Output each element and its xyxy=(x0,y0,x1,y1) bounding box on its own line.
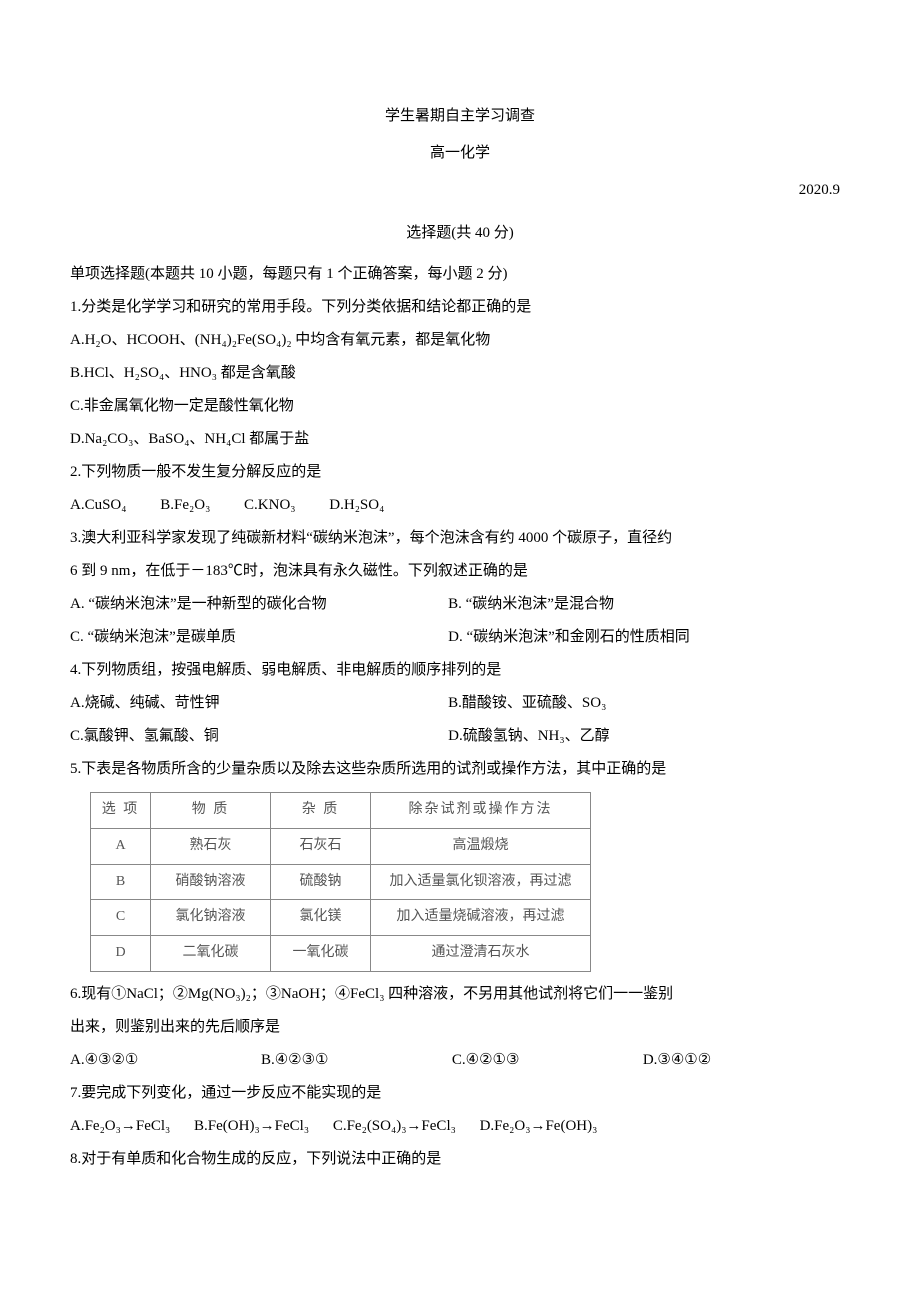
table-header-row: 选 项 物 质 杂 质 除杂试剂或操作方法 xyxy=(91,793,591,829)
cell: 通过澄清石灰水 xyxy=(371,936,591,972)
q8-stem: 8.对于有单质和化合物生成的反应，下列说法中正确的是 xyxy=(70,1143,850,1176)
cell: 加入适量氯化钡溶液，再过滤 xyxy=(371,864,591,900)
q1-option-a: A.H₂O、HCOOH、(NH₄)₂Fe(SO₄)₂ 中均含有氧元素，都是氧化物 xyxy=(70,324,850,357)
q2-option-b: B.Fe₂O₃ xyxy=(160,489,210,522)
q1-option-d: D.Na₂CO₃、BaSO₄、NH₄Cl 都属于盐 xyxy=(70,423,850,456)
cell: 加入适量烧碱溶液，再过滤 xyxy=(371,900,591,936)
table-row: B 硝酸钠溶液 硫酸钠 加入适量氯化钡溶液，再过滤 xyxy=(91,864,591,900)
q7-stem: 7.要完成下列变化，通过一步反应不能实现的是 xyxy=(70,1077,850,1110)
q2-stem: 2.下列物质一般不发生复分解反应的是 xyxy=(70,456,850,489)
q6-option-c: C.④②①③ xyxy=(452,1044,639,1077)
table-row: C 氯化钠溶液 氯化镁 加入适量烧碱溶液，再过滤 xyxy=(91,900,591,936)
q6-option-d: D.③④①② xyxy=(643,1044,830,1077)
q5-table: 选 项 物 质 杂 质 除杂试剂或操作方法 A 熟石灰 石灰石 高温煅烧 B 硝… xyxy=(90,792,591,972)
doc-date: 2020.9 xyxy=(70,174,850,207)
th-method: 除杂试剂或操作方法 xyxy=(371,793,591,829)
th-impurity: 杂 质 xyxy=(271,793,371,829)
q4-options-row2: C.氯酸钾、氢氟酸、铜 D.硫酸氢钠、NH₃、乙醇 xyxy=(70,720,850,753)
q4-stem: 4.下列物质组，按强电解质、弱电解质、非电解质的顺序排列的是 xyxy=(70,654,850,687)
q2-option-c: C.KNO₃ xyxy=(244,489,295,522)
q2-option-a: A.CuSO₄ xyxy=(70,489,127,522)
th-option: 选 项 xyxy=(91,793,151,829)
doc-title-1: 学生暑期自主学习调查 xyxy=(70,100,850,133)
q7-option-b: B.Fe(OH)₃→FeCl₃ xyxy=(194,1110,309,1143)
intro-text: 单项选择题(本题共 10 小题，每题只有 1 个正确答案，每小题 2 分) xyxy=(70,258,850,291)
q4-option-a: A.烧碱、纯碱、苛性钾 xyxy=(70,687,444,720)
q6-options: A.④③②① B.④②③① C.④②①③ D.③④①② xyxy=(70,1044,850,1077)
q3-option-a: A. “碳纳米泡沫”是一种新型的碳化合物 xyxy=(70,588,444,621)
q3-option-d: D. “碳纳米泡沫”和金刚石的性质相同 xyxy=(448,621,822,654)
q4-option-c: C.氯酸钾、氢氟酸、铜 xyxy=(70,720,444,753)
section-header: 选择题(共 40 分) xyxy=(70,217,850,250)
q1-stem: 1.分类是化学学习和研究的常用手段。下列分类依据和结论都正确的是 xyxy=(70,291,850,324)
q6-option-a: A.④③②① xyxy=(70,1044,257,1077)
q1-option-c: C.非金属氧化物一定是酸性氧化物 xyxy=(70,390,850,423)
q4-options-row1: A.烧碱、纯碱、苛性钾 B.醋酸铵、亚硫酸、SO₃ xyxy=(70,687,850,720)
doc-title-2: 高一化学 xyxy=(70,137,850,170)
q7-option-a: A.Fe₂O₃→FeCl₃ xyxy=(70,1110,170,1143)
cell: 一氧化碳 xyxy=(271,936,371,972)
cell: 硫酸钠 xyxy=(271,864,371,900)
th-substance: 物 质 xyxy=(151,793,271,829)
cell: A xyxy=(91,828,151,864)
q5-stem: 5.下表是各物质所含的少量杂质以及除去这些杂质所选用的试剂或操作方法，其中正确的… xyxy=(70,753,850,786)
q3-options-row1: A. “碳纳米泡沫”是一种新型的碳化合物 B. “碳纳米泡沫”是混合物 xyxy=(70,588,850,621)
q1-option-b: B.HCl、H₂SO₄、HNO₃ 都是含氧酸 xyxy=(70,357,850,390)
q3-option-c: C. “碳纳米泡沫”是碳单质 xyxy=(70,621,444,654)
table-row: A 熟石灰 石灰石 高温煅烧 xyxy=(91,828,591,864)
q4-option-b: B.醋酸铵、亚硫酸、SO₃ xyxy=(448,687,822,720)
cell: 熟石灰 xyxy=(151,828,271,864)
q3-options-row2: C. “碳纳米泡沫”是碳单质 D. “碳纳米泡沫”和金刚石的性质相同 xyxy=(70,621,850,654)
q7-options: A.Fe₂O₃→FeCl₃ B.Fe(OH)₃→FeCl₃ C.Fe₂(SO₄)… xyxy=(70,1110,850,1143)
cell: 氯化镁 xyxy=(271,900,371,936)
q6-option-b: B.④②③① xyxy=(261,1044,448,1077)
cell: 硝酸钠溶液 xyxy=(151,864,271,900)
cell: 二氧化碳 xyxy=(151,936,271,972)
cell: 氯化钠溶液 xyxy=(151,900,271,936)
q2-options: A.CuSO₄ B.Fe₂O₃ C.KNO₃ D.H₂SO₄ xyxy=(70,489,850,522)
cell: C xyxy=(91,900,151,936)
cell: B xyxy=(91,864,151,900)
table-row: D 二氧化碳 一氧化碳 通过澄清石灰水 xyxy=(91,936,591,972)
q6-stem-2: 出来，则鉴别出来的先后顺序是 xyxy=(70,1011,850,1044)
cell: 高温煅烧 xyxy=(371,828,591,864)
q7-option-c: C.Fe₂(SO₄)₃→FeCl₃ xyxy=(333,1110,456,1143)
q3-option-b: B. “碳纳米泡沫”是混合物 xyxy=(448,588,822,621)
q4-option-d: D.硫酸氢钠、NH₃、乙醇 xyxy=(448,720,822,753)
q3-stem-2: 6 到 9 nm，在低于－183℃时，泡沫具有永久磁性。下列叙述正确的是 xyxy=(70,555,850,588)
q7-option-d: D.Fe₂O₃→Fe(OH)₃ xyxy=(480,1110,598,1143)
q6-stem-1: 6.现有①NaCl；②Mg(NO₃)₂；③NaOH；④FeCl₃ 四种溶液，不另… xyxy=(70,978,850,1011)
q2-option-d: D.H₂SO₄ xyxy=(329,489,384,522)
q3-stem-1: 3.澳大利亚科学家发现了纯碳新材料“碳纳米泡沫”，每个泡沫含有约 4000 个碳… xyxy=(70,522,850,555)
cell: D xyxy=(91,936,151,972)
cell: 石灰石 xyxy=(271,828,371,864)
